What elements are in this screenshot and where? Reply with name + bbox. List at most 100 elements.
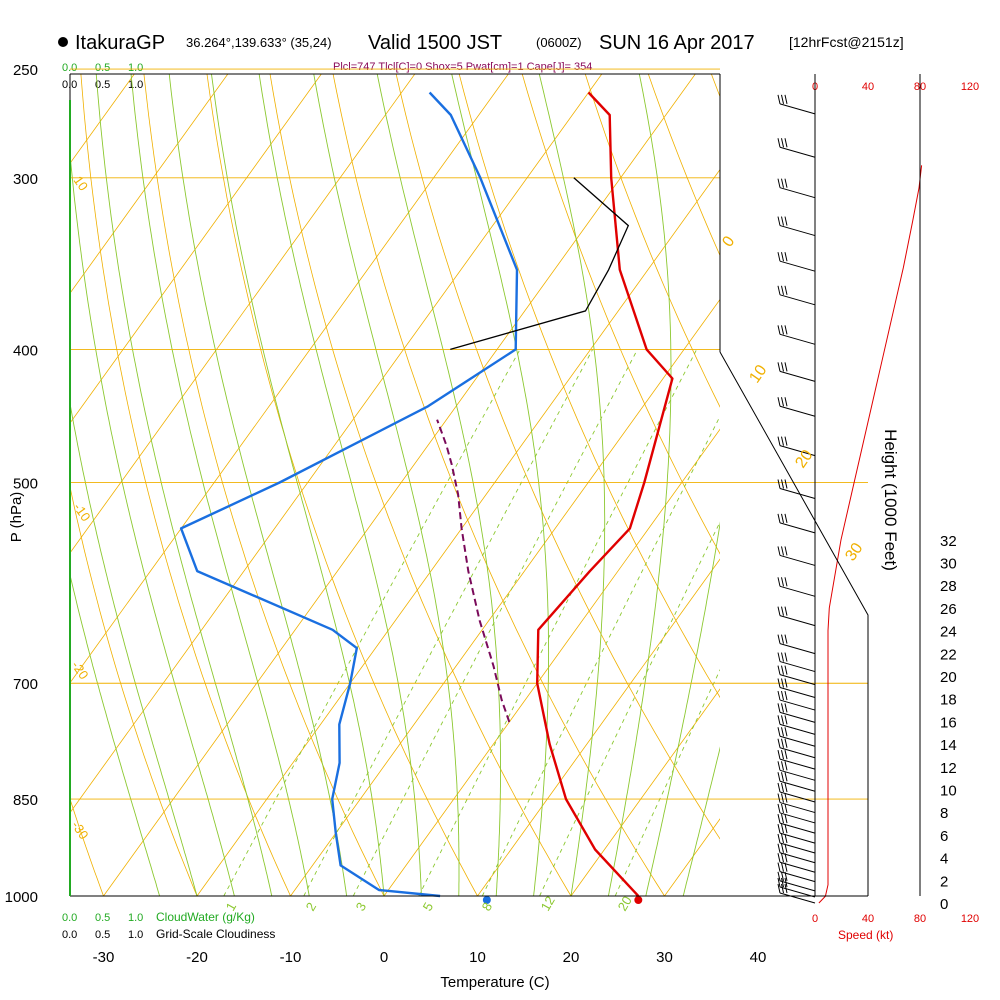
wind-barb-flag: [781, 634, 784, 644]
wind-barb-flag: [784, 362, 788, 372]
valid-utc: (0600Z): [536, 35, 582, 50]
wind-barb-flag: [784, 634, 788, 644]
height-axis-title: Height (1000 Feet): [881, 429, 900, 571]
height-tick-label: 28: [940, 578, 957, 595]
wind-barb-flag: [784, 606, 788, 616]
wind-barb-flag: [781, 814, 784, 824]
moist-adiabat-line: [376, 74, 501, 896]
wind-barb-flag: [781, 436, 784, 446]
cloud-water-top-2: 1.0: [128, 62, 143, 74]
dry-adiabat-line: [0, 69, 10, 896]
height-tick-label: 20: [940, 669, 957, 686]
wind-barb-staff: [779, 260, 816, 272]
wind-barb-flag: [781, 715, 784, 725]
wind-barb: [777, 814, 816, 834]
wind-barb-flag: [777, 362, 781, 372]
wind-barb-staff: [779, 487, 816, 499]
wind-barb-flag: [781, 772, 784, 782]
wind-barb: [777, 843, 816, 864]
wind-barb: [777, 824, 816, 844]
isotherm-line: [70, 74, 229, 294]
wind-barb-flag: [784, 738, 788, 748]
wind-barb-staff: [779, 769, 816, 781]
valid-time: Valid 1500 JST: [368, 32, 502, 54]
wind-barb-flag: [777, 833, 781, 844]
wind-barb-flag: [777, 824, 781, 834]
moist-adiabat-line: [70, 149, 235, 896]
moist-adiabat-label: -30: [69, 818, 92, 842]
wind-barb-flag: [777, 216, 781, 226]
dry-adiabat-line: [70, 797, 104, 896]
wind-barb-flag: [784, 772, 788, 782]
parcel-profile-line: [436, 419, 511, 723]
wind-barb-flag: [777, 803, 781, 814]
dry-adiabat-line: [80, 74, 291, 896]
wind-barb-flag: [777, 665, 781, 675]
wind-barb-flag: [784, 793, 788, 803]
mixing-ratio-label: 20: [615, 893, 635, 913]
wind-barb-flag: [781, 750, 784, 760]
wind-barb-flag: [781, 738, 784, 748]
wind-barb-staff: [779, 842, 816, 854]
wind-barb-flag: [777, 871, 781, 882]
wind-barb: [777, 362, 816, 382]
wind-barb-flag: [777, 853, 781, 863]
wind-barb-staff: [779, 687, 816, 698]
height-tick-label: 12: [940, 760, 957, 777]
height-tick-label: 16: [940, 714, 957, 731]
wind-barb-flag: [784, 690, 788, 701]
wind-barb-flag: [777, 782, 781, 793]
wind-barb-flag: [777, 793, 781, 803]
dewpoint-profile-line: [179, 91, 519, 898]
wind-barb-flag: [784, 513, 788, 524]
wind-barb-staff: [779, 405, 816, 417]
temperature-tick-label: 30: [656, 949, 673, 966]
wind-barb-flag: [781, 362, 784, 372]
wind-barb-flag: [784, 178, 788, 188]
wind-barb-flag: [777, 178, 781, 188]
wind-barb-flag: [777, 678, 781, 688]
dry-adiabat-line: [584, 74, 720, 408]
wind-barb: [777, 546, 816, 566]
wind-barb-staff: [779, 643, 816, 655]
station-name: ItakuraGP: [75, 32, 165, 54]
wind-barb-staff: [779, 812, 816, 824]
wind-barb-staff: [779, 585, 816, 597]
mixing-ratio-label: 12: [538, 893, 558, 913]
wind-barb: [777, 577, 816, 597]
wind-barb: [777, 833, 816, 854]
wind-barb-flag: [781, 703, 784, 713]
moist-adiabat-line: [70, 401, 198, 896]
wind-barb: [777, 772, 816, 792]
wind-barb-flag: [784, 877, 788, 888]
wind-barb-flag: [784, 546, 788, 556]
wind-barb-flag: [784, 883, 788, 894]
mixing-ratio-line: [481, 415, 720, 896]
wind-barb: [777, 325, 816, 345]
temperature-tick-label: 0: [380, 949, 388, 966]
wind-barb: [777, 738, 816, 759]
valid-date: SUN 16 Apr 2017: [599, 32, 755, 54]
wind-barb-flag: [781, 325, 784, 335]
wind-barb-flag: [784, 138, 788, 148]
wind-barb-staff: [779, 522, 816, 534]
pressure-tick-label: 300: [13, 171, 38, 188]
wind-barb: [777, 436, 816, 457]
speed-tick-bottom: 0: [812, 913, 818, 925]
wind-barb-flag: [784, 652, 788, 662]
isotherm-line: [477, 558, 720, 896]
wind-barb-staff: [779, 758, 816, 770]
wind-barb-flag: [781, 793, 784, 803]
wind-barb-flag: [781, 138, 784, 148]
wind-barb-flag: [781, 94, 784, 104]
dry-adiabat-line: [395, 74, 720, 840]
wind-barb-flag: [781, 761, 784, 771]
wind-barb-staff: [779, 333, 816, 345]
wind-barb-flag: [781, 690, 784, 701]
dry-adiabat-line: [961, 69, 1000, 896]
mixing-ratio-line: [223, 349, 521, 896]
wind-barb-staff: [779, 225, 816, 237]
wind-barb-flag: [781, 843, 784, 853]
wind-barb: [777, 750, 816, 770]
